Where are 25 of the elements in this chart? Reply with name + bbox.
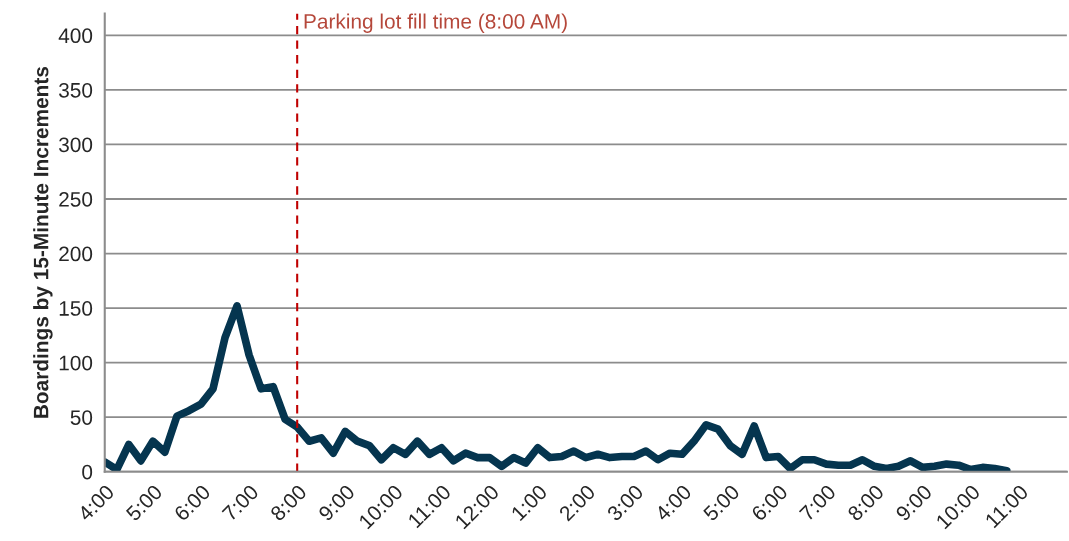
x-tick-label: 1:00 <box>510 483 548 522</box>
ref-line-label: Parking lot fill time (8:00 AM) <box>304 13 567 33</box>
y-tick-label: 400 <box>58 28 93 44</box>
x-tick-label: 9:00 <box>894 483 933 522</box>
y-tick-label: 200 <box>59 246 93 262</box>
x-tick-label: 8:00 <box>269 483 308 522</box>
y-tick-label: 350 <box>58 82 93 98</box>
y-tick-label: 100 <box>59 355 93 371</box>
y-tick-label: 50 <box>70 410 93 425</box>
x-tick-label: 4:00 <box>76 483 116 523</box>
y-tick-label: 250 <box>59 192 93 207</box>
y-tick-label: 0 <box>82 464 93 480</box>
x-tick-label: 4:00 <box>654 483 693 523</box>
x-tick-label: 5:00 <box>125 483 164 522</box>
x-tick-label: 6:00 <box>173 483 212 522</box>
x-tick-label: 7:00 <box>798 483 837 522</box>
x-tick-label: 7:00 <box>221 483 260 522</box>
y-axis-title: Boardings by 15-Minute Increments <box>33 66 53 418</box>
y-tick-label: 300 <box>58 137 93 153</box>
x-tick-label: 3:00 <box>606 483 645 522</box>
x-tick-label: 5:00 <box>702 483 741 522</box>
y-tick-label: 150 <box>59 301 93 316</box>
x-tick-label: 9:00 <box>317 483 356 522</box>
x-tick-label: 6:00 <box>750 483 789 522</box>
x-tick-label: 8:00 <box>846 483 885 522</box>
